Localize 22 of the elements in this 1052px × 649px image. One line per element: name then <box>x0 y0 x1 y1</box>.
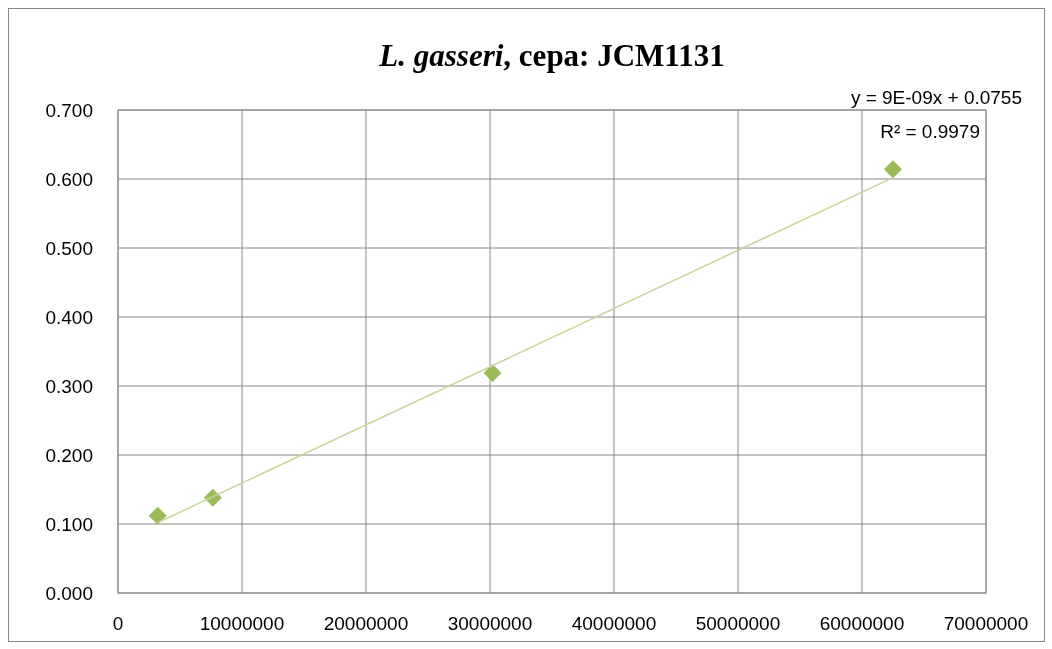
annotation: R² = 0.9979 <box>880 121 980 142</box>
x-tick-label: 50000000 <box>695 613 781 634</box>
x-tick-label: 30000000 <box>447 613 533 634</box>
y-tick-label: 0.300 <box>45 376 93 397</box>
x-tick-label: 70000000 <box>943 613 1029 634</box>
y-tick-label: 0.700 <box>45 100 93 121</box>
y-tick-label: 0.400 <box>45 307 93 328</box>
y-tick-label: 0.200 <box>45 445 93 466</box>
point <box>148 506 167 525</box>
x-tick-label: 60000000 <box>819 613 905 634</box>
y-tick-label: 0.500 <box>45 238 93 259</box>
point <box>884 160 902 179</box>
x-tick-label: 10000000 <box>199 613 285 634</box>
x-tick-label: 40000000 <box>571 613 657 634</box>
y-tick-label: 0.100 <box>45 514 93 535</box>
chart-title: L. gasseri, cepa: JCM1131 <box>378 38 725 73</box>
text: y = 9E-09x + 0.0755 <box>850 87 1022 108</box>
x-tick-label: 20000000 <box>323 613 409 634</box>
point <box>483 363 502 382</box>
y-tick-label: 0.000 <box>45 583 93 604</box>
x-tick-label: 0 <box>112 613 124 634</box>
y-tick-label: 0.600 <box>45 169 93 190</box>
